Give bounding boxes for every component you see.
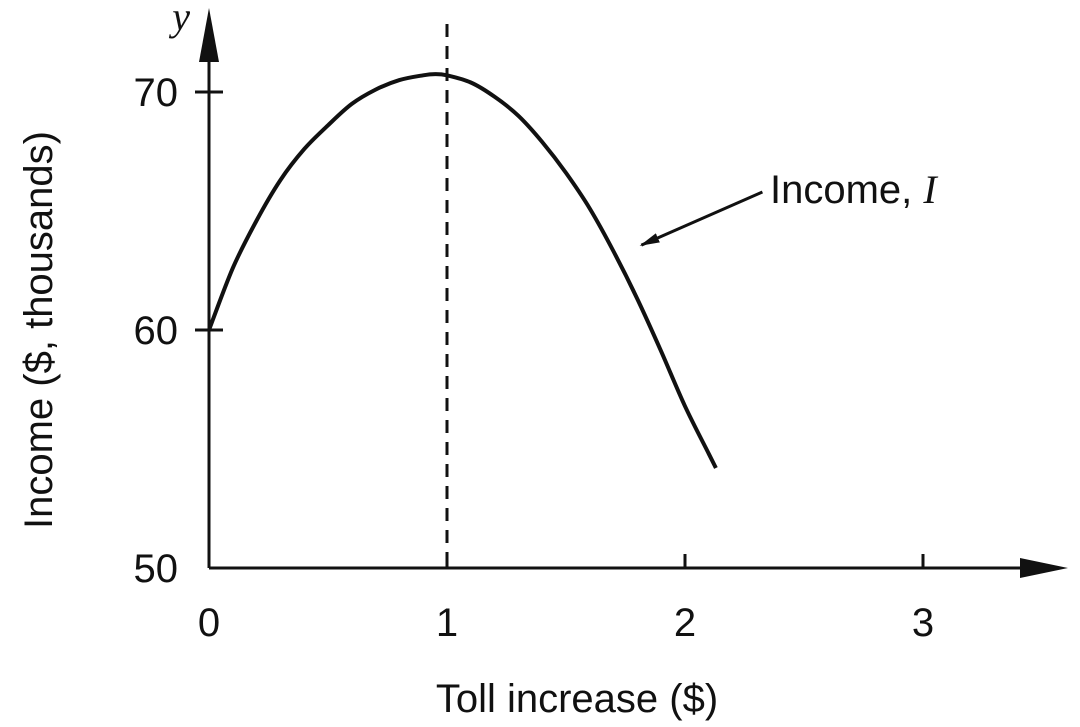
- y-axis-arrowhead: [199, 8, 219, 62]
- x-axis-title: Toll increase ($): [436, 677, 718, 721]
- y-tick-group: 50 60 70: [134, 71, 223, 591]
- y-tick-label: 70: [134, 71, 179, 115]
- income-series-label-variable: I: [922, 167, 938, 212]
- x-tick-label: 1: [436, 601, 458, 645]
- x-tick-label: 3: [912, 601, 934, 645]
- y-axis-title: Income ($, thousands): [17, 131, 61, 529]
- income-series-label-prefix: Income,: [770, 168, 923, 212]
- income-curve: [207, 72, 718, 469]
- y-tick-label: 50: [134, 547, 179, 591]
- income-annotation-arrow: [639, 190, 764, 247]
- income-series-label: Income, I: [770, 167, 938, 212]
- y-tick-label: 60: [134, 309, 179, 353]
- y-axis-variable: y: [168, 0, 190, 39]
- x-tick-label: 0: [198, 601, 220, 645]
- x-tick-label: 2: [674, 601, 696, 645]
- x-tick-group: 0 1 2 3: [198, 554, 934, 645]
- x-axis-arrowhead: [1020, 558, 1068, 578]
